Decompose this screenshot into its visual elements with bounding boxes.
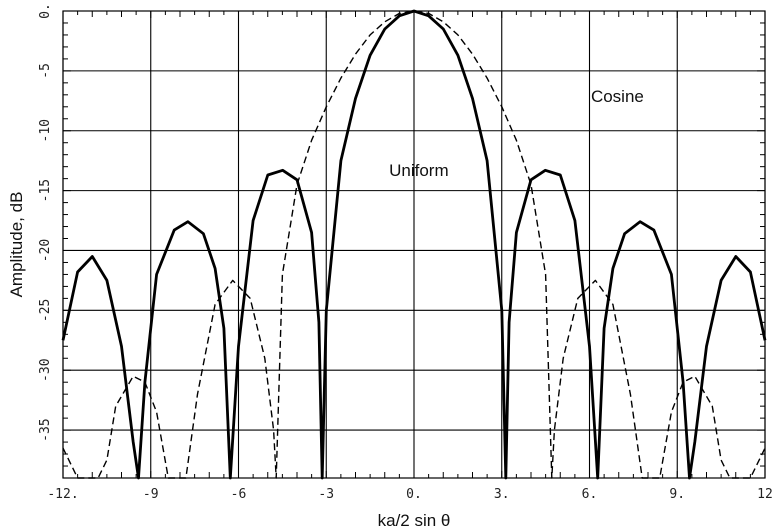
x-tick-label: -9 — [143, 487, 159, 502]
x-tick-label: 6. — [582, 487, 598, 502]
plot-frame — [62, 10, 766, 479]
x-tick-label: 0. — [406, 487, 422, 502]
x-tick-label: -12. — [47, 487, 78, 502]
y-axis-label: Amplitude, dB — [7, 192, 26, 298]
y-tick-label: -10 — [38, 119, 53, 142]
y-tick-label: -20 — [38, 239, 53, 262]
y-tick-label: -5 — [38, 63, 53, 79]
axis-ticks — [62, 10, 766, 479]
grid-lines — [62, 10, 766, 478]
y-tick-label: -30 — [38, 358, 53, 381]
y-tick-label: 0. — [38, 3, 53, 19]
annotation-cosine: Cosine — [591, 87, 644, 106]
x-tick-label: 9. — [669, 487, 685, 502]
x-axis-label: ka/2 sin θ — [378, 511, 451, 530]
x-tick-label: 3. — [494, 487, 510, 502]
x-tick-label: -6 — [231, 487, 247, 502]
x-tick-label: -3 — [318, 487, 334, 502]
y-tick-label: -25 — [38, 299, 53, 322]
tick-labels: -12. -9 -6 -3 0. 3. 6. 9. 12 0. -5 -10 -15 -20 -25 -30 -… — [38, 3, 773, 502]
y-tick-label: -35 — [38, 418, 53, 441]
x-tick-label: 12 — [757, 487, 773, 502]
y-tick-label: -15 — [38, 179, 53, 202]
annotation-uniform: Uniform — [389, 161, 449, 180]
